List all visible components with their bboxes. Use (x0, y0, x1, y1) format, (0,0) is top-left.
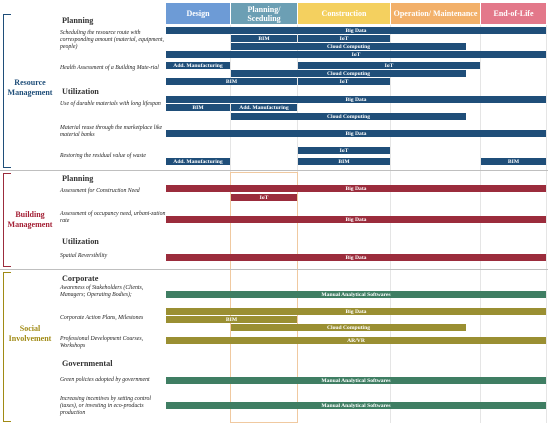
group-separator (0, 170, 548, 171)
technology-bar: IoT (298, 62, 480, 69)
task-label: Spatial Reversibility (60, 253, 108, 259)
task-label: Assessment for Construction Need (60, 188, 140, 194)
section-header: Planning (62, 16, 94, 25)
task-label: Restoring the residual value of waste (60, 153, 146, 159)
technology-bar: BIM (166, 316, 297, 323)
technology-bar: Big Data (166, 27, 546, 34)
technology-bar: Big Data (166, 130, 546, 137)
resource-management-label: Resource Management (7, 78, 53, 97)
technology-bar: Cloud Computing (231, 43, 466, 50)
technology-bar: Manual Analytical Softwares (166, 402, 546, 409)
group-separator (0, 269, 548, 270)
technology-bar: Add. Manufacturing (231, 104, 297, 111)
section-header: Utilization (62, 237, 99, 246)
section-header: Governmental (62, 359, 113, 368)
technology-bar: BIM (298, 158, 390, 165)
task-label: Professional Development Courses, Worksh… (60, 336, 144, 349)
technology-bar: BIM (231, 35, 297, 42)
column-header-planning: Planning/ Sceduling (231, 3, 297, 24)
technology-bar: IoT (298, 78, 390, 85)
section-header: Utilization (62, 87, 99, 96)
technology-bar: IoT (231, 194, 297, 201)
technology-bar: IoT (298, 147, 390, 154)
technology-bar: Big Data (166, 96, 546, 103)
technology-bar: Add. Manufacturing (166, 158, 230, 165)
technology-bar: BIM (481, 158, 546, 165)
technology-bar: Big Data (166, 216, 546, 223)
building-management-label: Building Management (7, 210, 53, 229)
task-label: Use of durable materials with long lifes… (60, 101, 161, 107)
task-label: Assessment of occupancy need, urbani-zat… (60, 211, 166, 224)
task-label: Awareness of Stakeholders (Clients, Mana… (60, 285, 144, 298)
technology-bar: Cloud Computing (231, 324, 466, 331)
social-involvement-bracket (3, 272, 11, 422)
technology-bar: Manual Analytical Softwares (166, 377, 546, 384)
task-label: Scheduling the resource route with corre… (60, 30, 164, 50)
social-involvement-label: Social Involvement (8, 324, 52, 343)
column-header-end-of-life: End-of-Life (481, 3, 546, 24)
task-label: Green policies adopted by government (60, 377, 150, 383)
resource-management-bracket (3, 14, 11, 168)
task-label: Health Assessment of a Building Mate-ria… (60, 65, 159, 71)
technology-bar: Big Data (166, 254, 546, 261)
technology-bar: IoT (166, 51, 546, 58)
technology-bar: IoT (298, 35, 390, 42)
column-divider (480, 25, 481, 423)
building-management-bracket (3, 173, 11, 267)
technology-bar: Big Data (166, 185, 546, 192)
technology-bar: BIM (166, 104, 230, 111)
column-header-construction: Construction (298, 3, 390, 24)
task-label: Increasing incentives by setting control… (60, 396, 152, 416)
technology-bar: Cloud Computing (231, 70, 466, 77)
technology-bar: Manual Analytical Softwares (166, 291, 546, 298)
column-divider (546, 25, 547, 423)
technology-bar: BIM (166, 78, 297, 85)
technology-bar: AR/VR (166, 337, 546, 344)
technology-bar: Big Data (166, 308, 546, 315)
column-header-operation: Operation/ Maintenance (391, 3, 480, 24)
technology-bar: Cloud Computing (231, 113, 466, 120)
section-header: Corporate (62, 274, 99, 283)
column-header-design: Design (166, 3, 230, 24)
task-label: Corporate Action Plans, Milestones (60, 315, 144, 321)
task-label: Material reuse through the marketplace l… (60, 125, 163, 138)
section-header: Planning (62, 174, 94, 183)
column-divider (390, 25, 391, 423)
technology-bar: Add. Manufacturing (166, 62, 230, 69)
